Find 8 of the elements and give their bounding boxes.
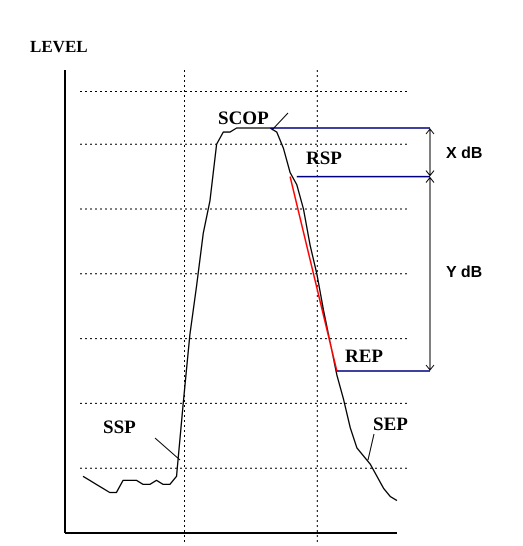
- annotation: REP: [345, 346, 384, 367]
- annotation: SCOP: [218, 108, 270, 129]
- annotation: SEP: [373, 414, 408, 435]
- text: Y dB: [446, 264, 482, 281]
- annotation: SSP: [103, 417, 136, 438]
- annotation: RSP: [306, 148, 342, 169]
- text: X dB: [446, 145, 482, 162]
- y-axis-title: LEVEL: [30, 37, 88, 56]
